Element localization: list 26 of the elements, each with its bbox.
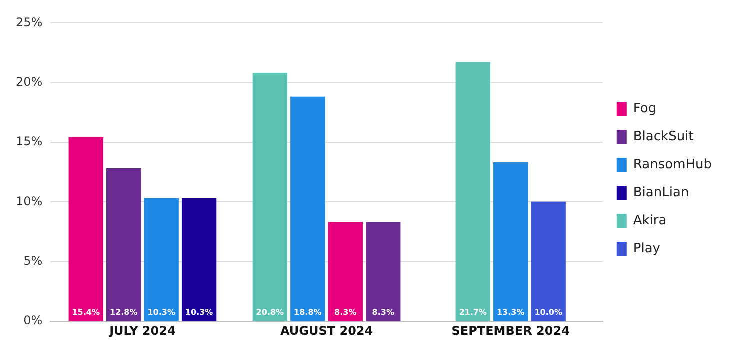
legend-label: BlackSuit	[633, 129, 694, 144]
y-tick-label: 25%	[16, 15, 43, 30]
legend-label: Akira	[633, 213, 667, 228]
y-tick-label: 10%	[16, 194, 43, 208]
x-tick-label: SEPTEMBER 2024	[452, 324, 570, 338]
data-label: 15.4%	[72, 308, 100, 318]
legend-label: Play	[633, 241, 661, 256]
data-label: 20.8%	[256, 308, 284, 318]
legend-label: Fog	[633, 101, 657, 116]
legend-label: BianLian	[633, 185, 690, 200]
data-label: 21.7%	[459, 308, 487, 318]
legend-label: RansomHub	[633, 157, 712, 172]
y-tick-label: 15%	[16, 134, 43, 149]
data-label: 8.3%	[372, 308, 394, 318]
data-label: 10.3%	[148, 308, 176, 318]
data-label: 8.3%	[334, 308, 357, 318]
x-tick-label: JULY 2024	[108, 324, 176, 338]
y-tick-label: 5%	[24, 254, 43, 268]
data-label: 10.0%	[534, 308, 562, 318]
data-label: 10.3%	[185, 308, 214, 318]
y-tick-label: 20%	[16, 75, 43, 90]
data-label: 12.8%	[110, 308, 138, 318]
y-tick-label: 0%	[24, 314, 43, 328]
data-label: 13.3%	[496, 308, 525, 318]
x-tick-label: AUGUST 2024	[280, 324, 374, 338]
data-label: 18.8%	[294, 308, 322, 318]
